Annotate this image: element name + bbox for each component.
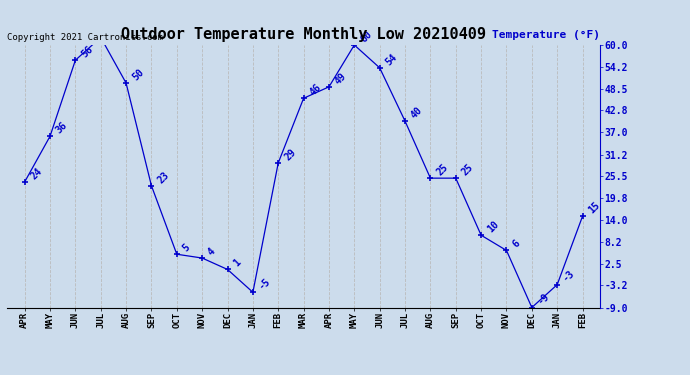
Text: Copyright 2021 Cartronics.com: Copyright 2021 Cartronics.com [7,33,163,42]
Text: 46: 46 [308,82,323,98]
Text: 40: 40 [409,105,424,120]
Text: 60: 60 [359,29,374,44]
Title: Outdoor Temperature Monthly Low 20210409: Outdoor Temperature Monthly Low 20210409 [121,27,486,42]
Text: 49: 49 [333,71,348,86]
Text: -3: -3 [562,268,577,284]
Text: 5: 5 [181,242,193,254]
Text: 25: 25 [435,162,450,177]
Text: 29: 29 [282,147,298,162]
Text: 6: 6 [511,238,522,250]
Text: 50: 50 [130,67,146,82]
Text: 24: 24 [29,166,44,181]
Text: 56: 56 [79,44,95,60]
Text: 15: 15 [586,200,602,215]
Text: Temperature (°F): Temperature (°F) [492,30,600,40]
Text: 23: 23 [156,170,171,185]
Text: 54: 54 [384,52,400,67]
Text: 62: 62 [0,374,1,375]
Text: 4: 4 [206,246,217,257]
Text: 25: 25 [460,162,475,177]
Text: -9: -9 [536,291,551,307]
Text: -5: -5 [257,276,273,291]
Text: 1: 1 [232,258,243,268]
Text: 36: 36 [55,120,70,135]
Text: 10: 10 [485,219,501,234]
